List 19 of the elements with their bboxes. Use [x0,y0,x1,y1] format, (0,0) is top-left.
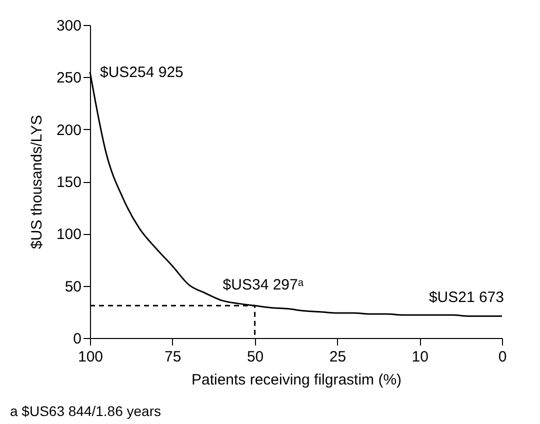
y-tick-label: 250 [56,70,82,87]
y-tick-label: 200 [56,122,82,139]
y-tick-label: 100 [56,226,82,244]
x-tick-label: 75 [164,348,182,366]
y-tick-label: 150 [56,174,82,191]
y-tick-label: 50 [64,278,82,296]
text: a $US63 844/1.86 years [10,403,161,419]
x-tick-label: 50 [246,348,264,366]
x-tick-label: 100 [78,348,104,366]
annotation: $US34 297ᵃ [222,276,304,294]
x-axis-title: Patients receiving filgrastim (%) [191,372,402,388]
y-tick-label: 0 [73,330,82,348]
annotation: $US254 925 [100,64,184,81]
y-tick-label: 300 [56,18,82,34]
x-tick-label: 0 [498,348,507,366]
x-tick-label: 10 [412,348,428,366]
x-tick-label: 25 [329,348,346,366]
y-axis-title: $US thousands/LYS [28,115,46,249]
annotation: $US21 673 [428,289,504,306]
